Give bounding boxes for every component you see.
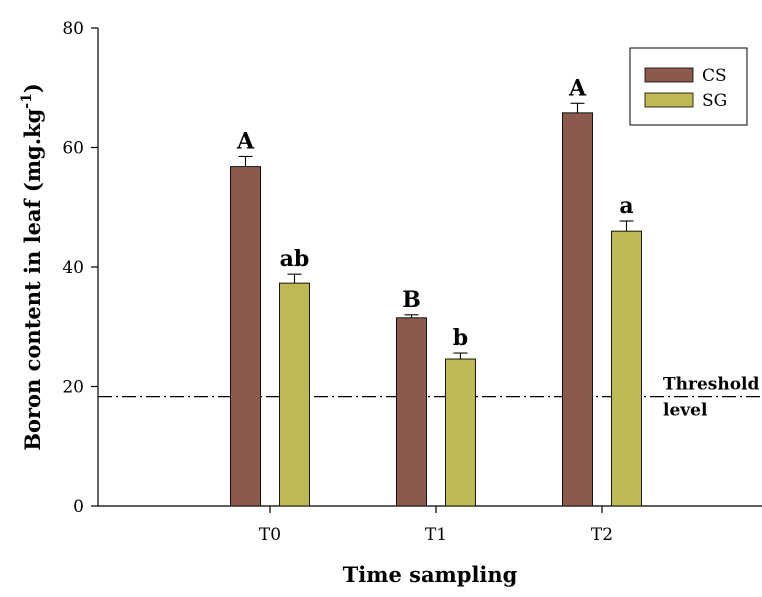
bar-cs-t2 (562, 112, 593, 507)
threshold: Threshold level (98, 375, 762, 421)
significance-label: A (236, 128, 255, 154)
y-tick-label: 40 (62, 258, 84, 278)
legend-label-cs: CS (702, 66, 727, 86)
bar-sg-t0 (279, 282, 310, 507)
legend-label-sg: SG (702, 91, 727, 111)
bar-cs-t1 (396, 317, 427, 507)
significance-label: A (568, 75, 587, 101)
threshold-label-line1: Threshold (663, 375, 760, 395)
legend: CS SG (629, 47, 748, 126)
significance-label: b (453, 325, 468, 351)
y-tick-label: 20 (62, 378, 84, 398)
y-ticks: 0 20 40 60 80 (62, 19, 98, 517)
significance-label: a (619, 193, 633, 219)
x-axis-title: Time sampling (343, 562, 518, 587)
bar-cs-t0 (230, 166, 261, 507)
y-tick-label: 80 (62, 19, 84, 39)
x-tick-label: T1 (425, 525, 447, 545)
x-tick-label: T0 (259, 525, 281, 545)
y-tick-label: 0 (73, 497, 84, 517)
legend-box (629, 47, 748, 126)
significance-label: B (402, 287, 421, 313)
y-axis-title-superscript: -1 (19, 93, 35, 109)
x-ticks: T0 T1 T2 (259, 506, 613, 545)
x-tick-label: T2 (591, 525, 613, 545)
y-axis-title-suffix: ) (20, 83, 45, 93)
threshold-label-line2: level (663, 401, 708, 421)
bars: A B Aab b a (230, 75, 642, 507)
y-tick-label: 60 (62, 139, 84, 159)
significance-label: ab (280, 246, 310, 272)
y-axis-title: Boron content in leaf (mg.kg-1) (19, 83, 45, 451)
legend-swatch-cs (644, 67, 694, 83)
y-axis-title-main: Boron content in leaf (mg.kg (20, 108, 45, 450)
legend-swatch-sg (644, 92, 694, 108)
bar-sg-t2 (611, 230, 642, 507)
bar-sg-t1 (445, 358, 476, 507)
